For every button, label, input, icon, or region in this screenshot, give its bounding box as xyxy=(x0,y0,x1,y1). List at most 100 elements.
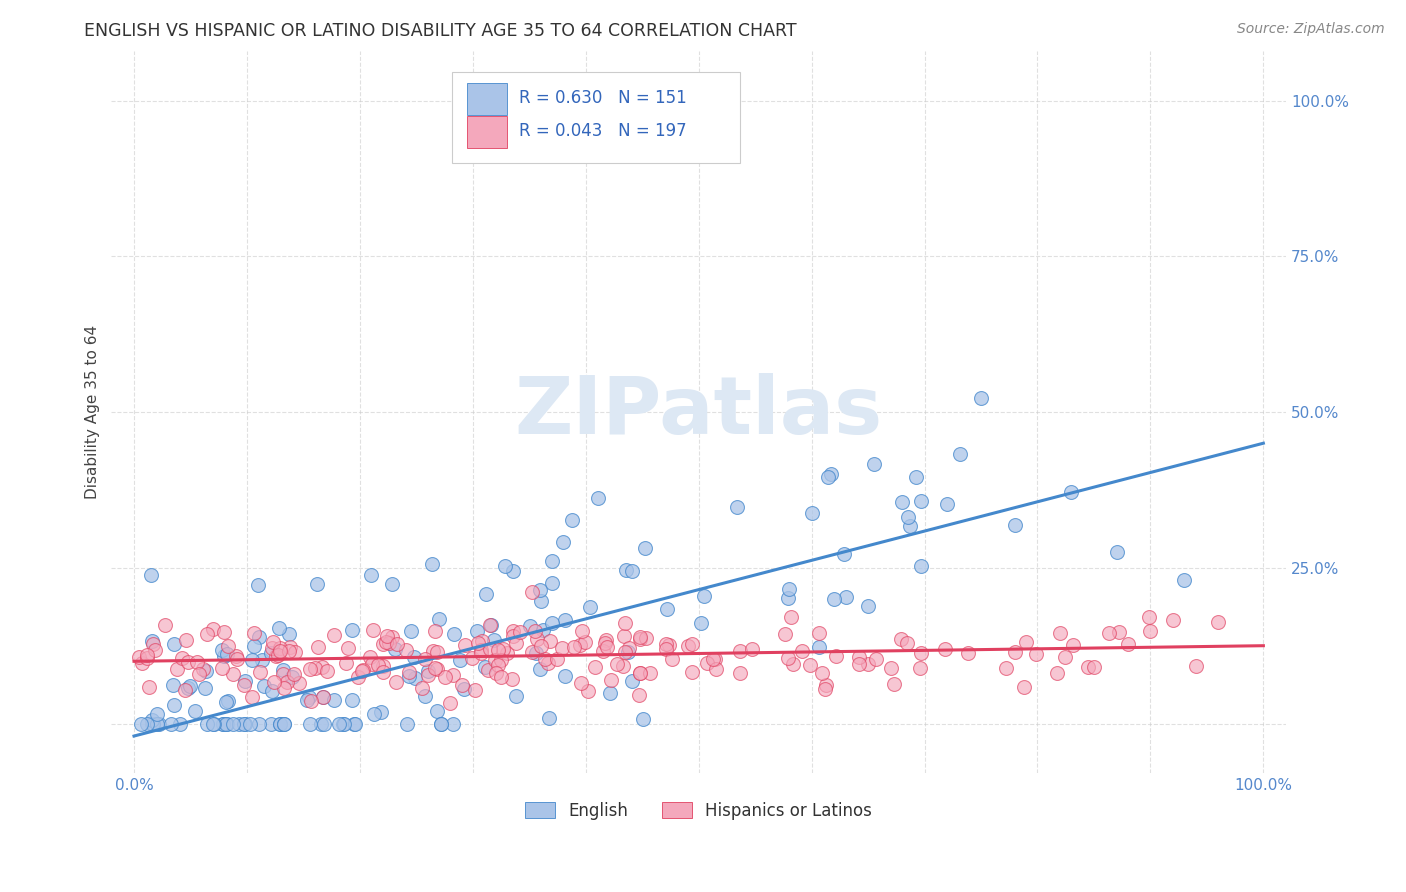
Point xyxy=(541,554,564,568)
Point xyxy=(519,619,541,633)
Point xyxy=(569,676,592,690)
Point xyxy=(398,669,420,683)
Point xyxy=(560,512,582,526)
Point xyxy=(562,640,585,655)
Point xyxy=(614,563,637,577)
Point xyxy=(177,655,200,669)
Point xyxy=(1004,518,1026,533)
Point xyxy=(725,500,748,514)
Point xyxy=(375,629,398,643)
Point xyxy=(232,716,254,731)
Point xyxy=(278,627,301,641)
Point xyxy=(138,681,160,695)
Point xyxy=(427,612,450,626)
FancyBboxPatch shape xyxy=(453,72,740,162)
Point xyxy=(323,628,346,642)
Point xyxy=(1014,634,1036,648)
Point xyxy=(530,593,553,607)
Point xyxy=(681,665,703,679)
Point xyxy=(596,640,619,654)
Point xyxy=(129,716,152,731)
Point xyxy=(373,637,395,651)
Point xyxy=(298,716,321,731)
Point xyxy=(530,640,553,654)
Point xyxy=(728,644,751,658)
Point xyxy=(823,591,845,606)
Point xyxy=(489,670,512,684)
Point xyxy=(273,716,295,731)
Point xyxy=(658,638,681,652)
Point xyxy=(273,716,295,731)
Point xyxy=(486,658,509,673)
Point xyxy=(146,706,169,721)
Point xyxy=(367,657,389,672)
Point xyxy=(298,690,321,705)
Point xyxy=(1098,626,1121,640)
Point xyxy=(523,624,546,638)
Point xyxy=(526,632,548,646)
Point xyxy=(613,645,636,659)
Point xyxy=(815,678,838,692)
Point xyxy=(195,627,218,641)
Point xyxy=(486,643,509,657)
Point xyxy=(554,613,576,627)
Point xyxy=(148,716,170,731)
Point xyxy=(176,632,198,647)
Point xyxy=(384,642,406,657)
Point xyxy=(634,541,657,555)
Point xyxy=(541,575,564,590)
Point xyxy=(177,681,200,695)
Point xyxy=(212,716,235,731)
Point xyxy=(619,640,641,655)
Point xyxy=(312,690,335,705)
Point xyxy=(260,646,283,660)
Point xyxy=(475,587,498,601)
Point xyxy=(484,666,506,681)
Point xyxy=(141,568,163,582)
Point xyxy=(395,643,418,657)
Point xyxy=(524,646,547,660)
Point xyxy=(1116,637,1139,651)
Point xyxy=(420,557,443,571)
Point xyxy=(141,716,163,731)
FancyBboxPatch shape xyxy=(467,83,508,115)
Point xyxy=(271,667,294,681)
Point xyxy=(184,704,207,718)
Point xyxy=(1083,659,1105,673)
Point xyxy=(520,585,543,599)
Point xyxy=(312,690,335,704)
Point xyxy=(467,636,489,650)
Point xyxy=(880,661,903,675)
Point xyxy=(413,689,436,703)
Point xyxy=(142,637,165,651)
Point xyxy=(956,646,979,660)
Point xyxy=(569,638,592,652)
Point xyxy=(534,652,557,666)
Point xyxy=(269,643,291,657)
Point xyxy=(897,509,920,524)
Point xyxy=(202,716,225,731)
Point xyxy=(304,661,326,675)
Point xyxy=(690,616,713,631)
Point xyxy=(891,494,914,508)
Point xyxy=(243,639,266,653)
Point xyxy=(422,643,444,657)
Point xyxy=(278,640,301,654)
Point xyxy=(179,679,201,693)
Point xyxy=(537,656,560,670)
Point xyxy=(426,662,449,676)
Point xyxy=(494,559,516,574)
Point xyxy=(283,666,305,681)
Point xyxy=(311,659,333,673)
Point xyxy=(307,577,329,591)
Point xyxy=(253,679,276,693)
Point xyxy=(825,648,848,663)
Point xyxy=(269,716,291,731)
Point xyxy=(778,582,800,597)
Point xyxy=(434,670,457,684)
Point xyxy=(269,641,291,656)
Point xyxy=(228,716,250,731)
Point xyxy=(217,694,239,708)
Point xyxy=(628,632,651,646)
Point xyxy=(551,641,574,656)
